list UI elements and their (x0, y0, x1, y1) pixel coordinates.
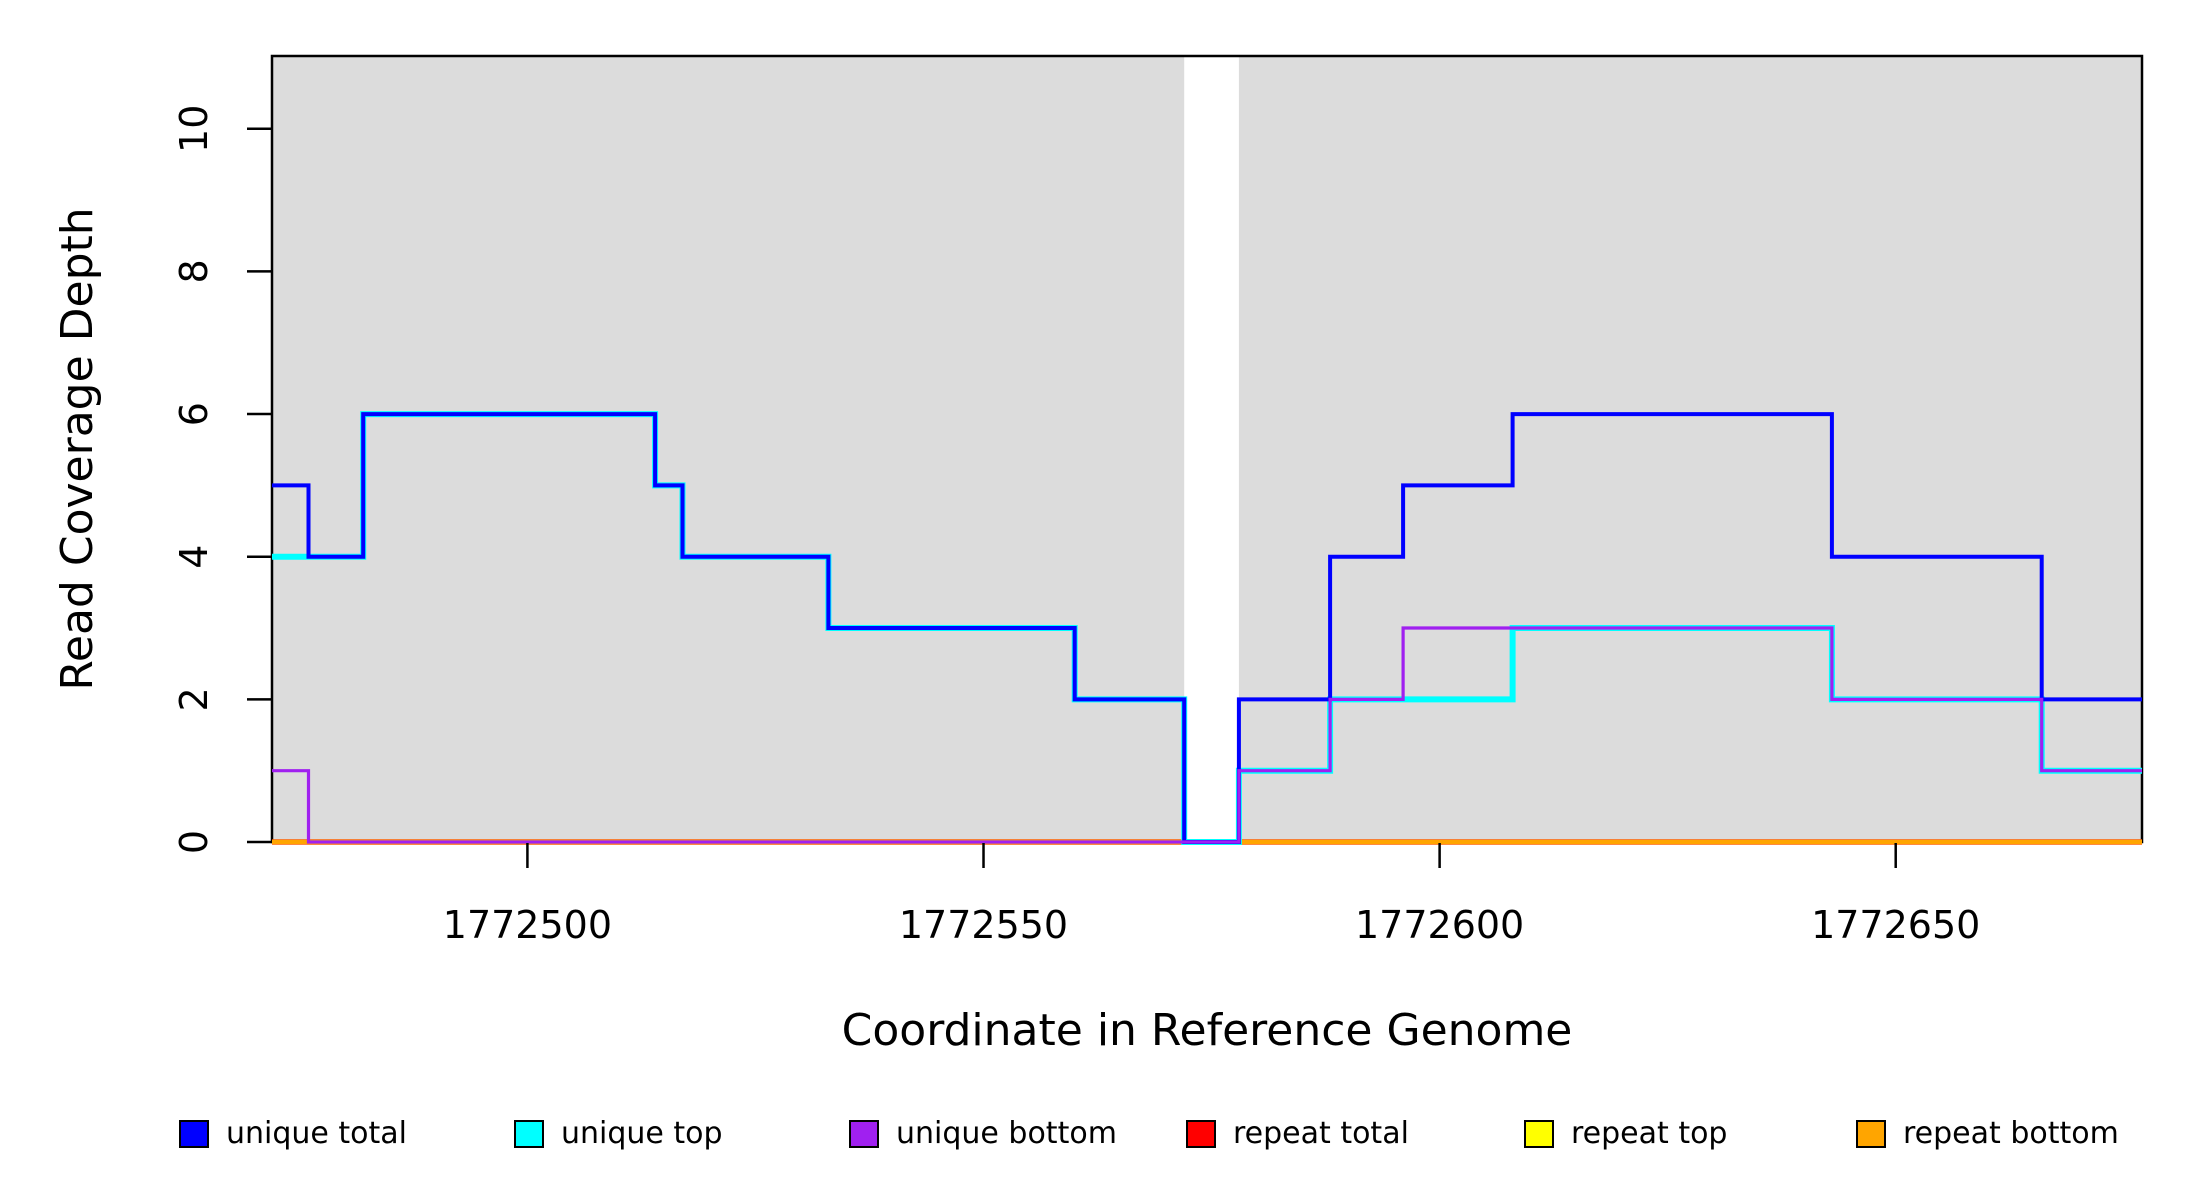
series-line-unique-total (272, 412, 2142, 844)
shaded-region (1238, 56, 2142, 842)
legend-swatch-unique-total (179, 1120, 209, 1148)
axis-ticks (247, 127, 1897, 868)
y-tick-label: 6 (172, 402, 216, 426)
series-lines (272, 411, 2142, 845)
legend-label-unique-top: unique top (561, 1116, 723, 1151)
legend-label-repeat-total: repeat total (1233, 1116, 1409, 1151)
legend-label-unique-bottom: unique bottom (896, 1116, 1117, 1151)
y-tick-label: 10 (172, 105, 216, 153)
legend-swatch-repeat-total (1186, 1120, 1216, 1148)
series-line-unique-bottom (272, 626, 2142, 844)
y-tick-label: 2 (172, 687, 216, 711)
x-tick-label: 1772550 (899, 903, 1068, 947)
x-tick-label: 1772650 (1811, 903, 1980, 947)
legend-swatch-unique-bottom (849, 1120, 879, 1148)
legend-label-repeat-top: repeat top (1571, 1116, 1727, 1151)
y-tick-label: 0 (172, 830, 216, 854)
y-tick-label: 4 (172, 545, 216, 569)
legend-label-unique-total: unique total (226, 1116, 407, 1151)
shaded-region (272, 56, 1185, 842)
x-tick-label: 1772600 (1355, 903, 1524, 947)
y-axis-title: Read Coverage Depth (52, 207, 103, 690)
x-axis-title: Coordinate in Reference Genome (842, 1005, 1573, 1056)
legend-swatch-repeat-bottom (1856, 1120, 1886, 1148)
axis-tick-labels: 1772500 1772550 1772600 1772650 0 2 4 6 8 10 (172, 105, 1980, 947)
legend: unique total unique top unique bottom repea… (179, 1116, 2119, 1151)
x-tick-label: 1772500 (443, 903, 612, 947)
y-tick-label: 8 (172, 259, 216, 283)
legend-swatch-repeat-top (1524, 1120, 1554, 1148)
plot-background-regions (272, 56, 2142, 842)
legend-label-repeat-bottom: repeat bottom (1903, 1116, 2119, 1151)
legend-swatch-unique-top (514, 1120, 544, 1148)
